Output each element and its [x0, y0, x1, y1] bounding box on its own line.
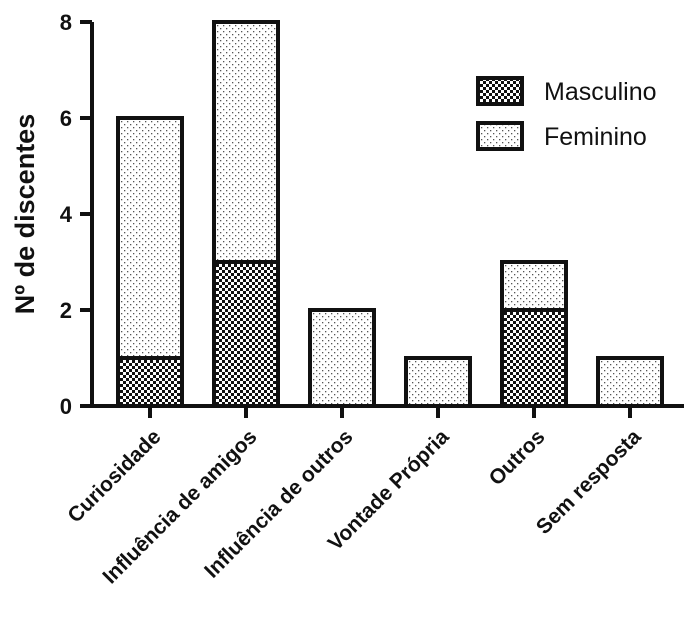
bar-masculino-4	[500, 308, 568, 408]
legend: Masculino Feminino	[476, 76, 657, 151]
bar-feminino-0	[116, 116, 184, 360]
bars-layer	[116, 20, 664, 408]
x-category-label: Influência de amigos	[98, 425, 261, 588]
y-tick-label: 2	[60, 298, 72, 323]
y-tick-label: 8	[60, 10, 72, 35]
legend-swatch-feminino	[476, 121, 524, 151]
x-category-label: Curiosidade	[63, 425, 165, 527]
y-tick-label: 0	[60, 394, 72, 419]
legend-label-feminino: Feminino	[544, 123, 647, 151]
x-category-label: Outros	[485, 425, 550, 490]
bar-masculino-0	[116, 356, 184, 408]
bar-feminino-4	[500, 260, 568, 312]
bar-feminino-2	[308, 308, 376, 408]
y-tick-label: 6	[60, 106, 72, 131]
bar-feminino-3	[404, 356, 472, 408]
bar-masculino-1	[212, 260, 280, 408]
legend-label-masculino: Masculino	[544, 78, 657, 106]
bar-feminino-1	[212, 20, 280, 264]
y-ticks-layer: 0 2 4 6 8	[60, 10, 92, 419]
y-axis-title: Nº de discentes	[10, 114, 40, 314]
legend-swatch-masculino	[476, 76, 524, 106]
x-category-label: Sem resposta	[532, 425, 646, 539]
bar-feminino-5	[596, 356, 664, 408]
y-tick-label: 4	[60, 202, 73, 227]
